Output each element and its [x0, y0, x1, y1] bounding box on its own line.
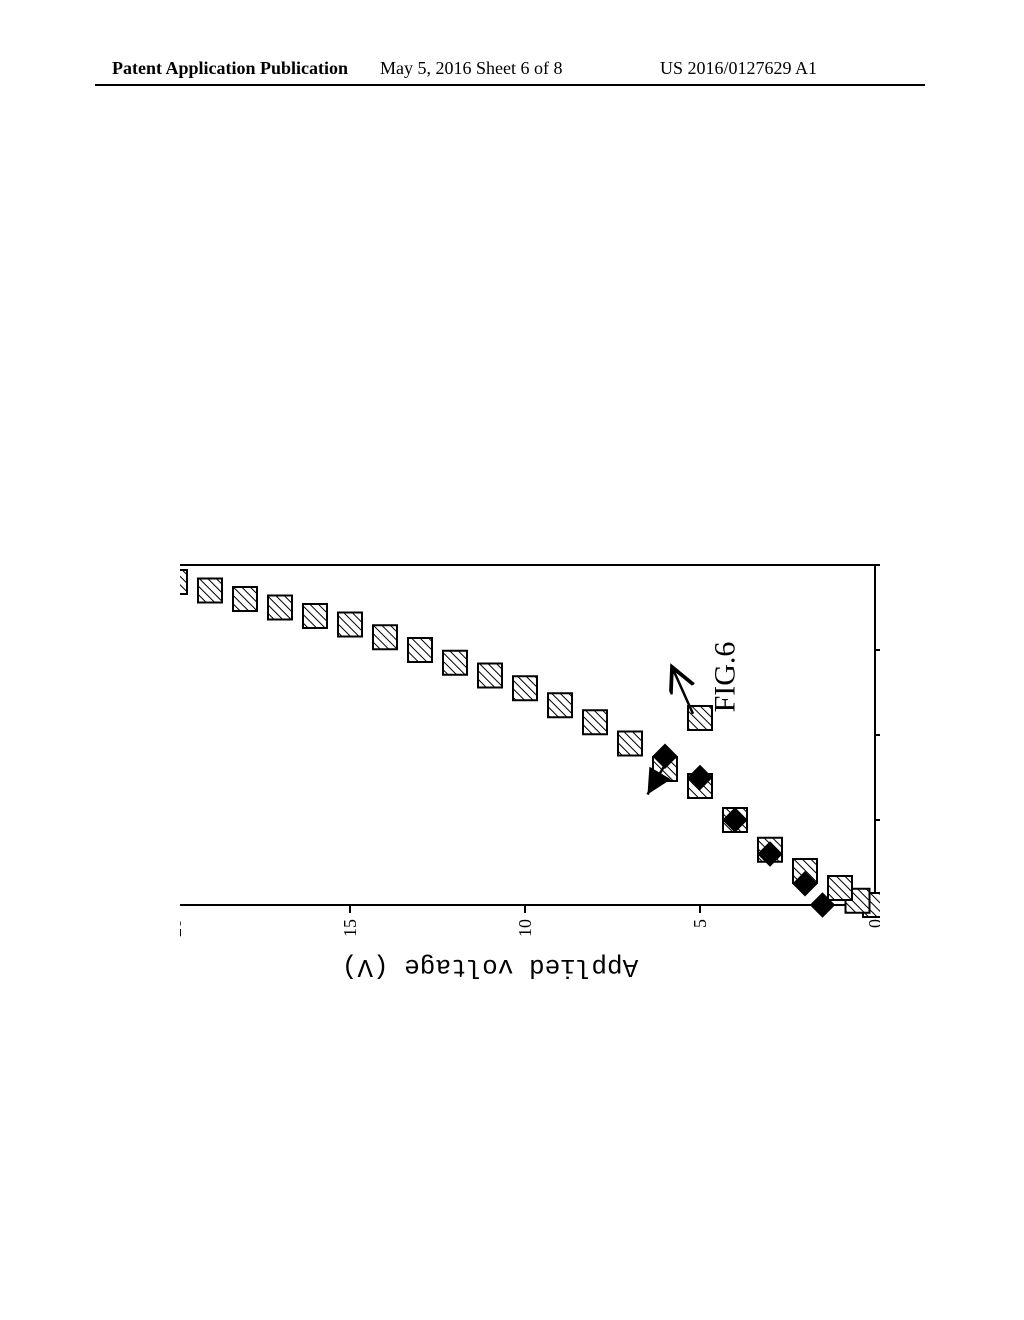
svg-text:10: 10	[515, 919, 535, 937]
svg-text:Applied voltage (V): Applied voltage (V)	[342, 952, 638, 982]
svg-text:0: 0	[865, 919, 880, 928]
svg-text:15: 15	[340, 919, 360, 937]
header-rule	[95, 84, 925, 86]
header-left: Patent Application Publication	[112, 58, 348, 79]
figure-container: 02040608005101520Transmittance (%)Applie…	[180, 180, 880, 1120]
chart-svg: 02040608005101520Transmittance (%)Applie…	[180, 180, 880, 1120]
svg-text:5: 5	[690, 919, 710, 928]
svg-text:20: 20	[180, 919, 185, 937]
header-right: US 2016/0127629 A1	[660, 58, 817, 79]
figure-label: FIG.6	[708, 642, 742, 713]
header-center: May 5, 2016 Sheet 6 of 8	[380, 58, 562, 79]
